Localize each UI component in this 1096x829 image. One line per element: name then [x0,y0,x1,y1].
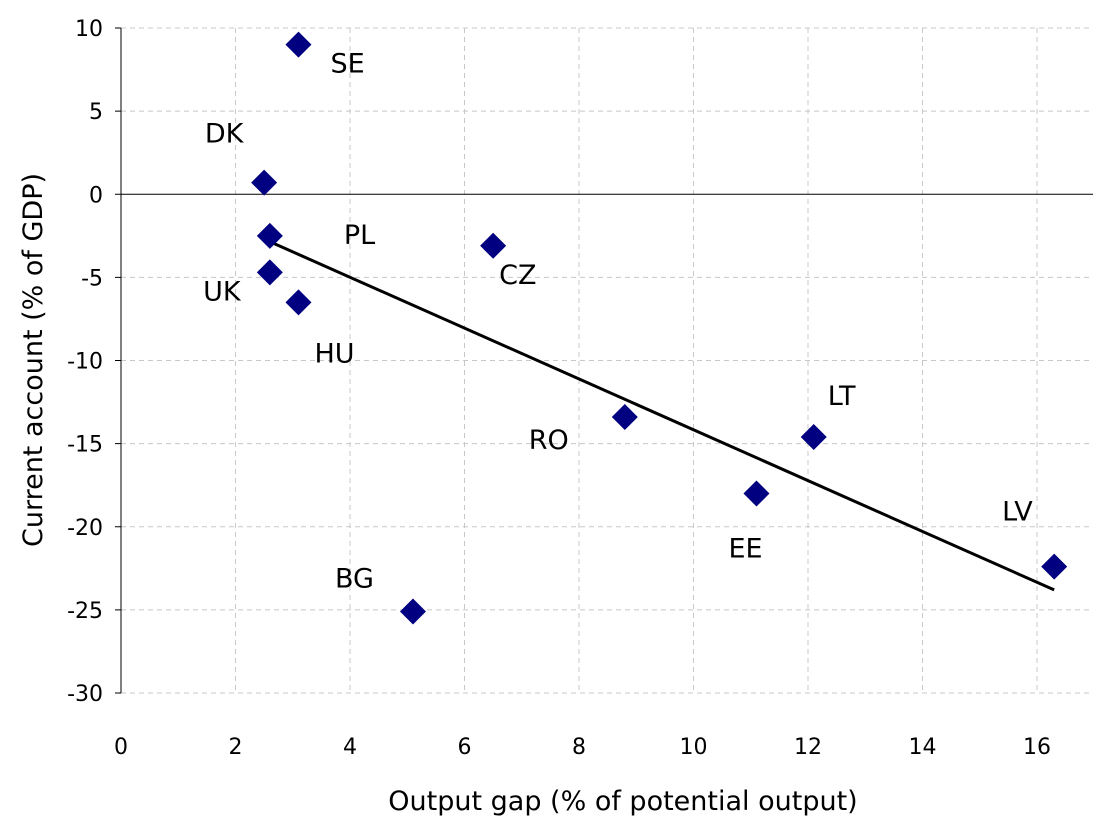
point-label-se: SE [330,49,364,80]
data-point-hu [285,289,312,316]
point-label-bg: BG [335,564,374,595]
grid [121,27,1093,694]
data-point-se [285,31,312,58]
point-label-pl: PL [344,220,375,251]
y-axis-title: Current account (% of GDP) [18,173,49,547]
axes [115,27,1093,694]
point-label-lv: LV [1002,497,1033,528]
x-tick-label: 10 [680,735,708,760]
x-tick-label: 0 [114,735,128,760]
data-point-dk [251,169,278,196]
trendline [263,237,1055,592]
y-tick-label: -20 [67,516,103,541]
x-tick-label: 14 [909,735,937,760]
y-tick-label: -15 [67,433,103,458]
data-point-ee [743,480,770,507]
trendline-group [263,237,1055,592]
data-point-lv [1041,553,1068,580]
point-label-cz: CZ [499,260,536,291]
y-tick-label: -10 [67,350,103,375]
tick-labels: 10 5 0 -5 -10 -15 -20 -25 -30 0 2 4 6 8 10 12 14 16 [67,17,1051,760]
y-tick-label: -5 [81,266,103,291]
x-tick-label: 2 [229,735,243,760]
point-label-uk: UK [203,276,242,307]
data-points [251,31,1068,625]
y-tick-label: 0 [89,183,103,208]
x-tick-label: 4 [343,735,357,760]
x-tick-label: 8 [572,735,586,760]
x-tick-label: 12 [794,735,822,760]
point-label-hu: HU [314,338,354,369]
x-tick-label: 6 [458,735,472,760]
x-tick-label: 16 [1023,735,1051,760]
y-tick-label: 5 [89,100,103,125]
data-point-lt [800,423,827,450]
data-point-uk [256,259,283,286]
y-tick-label: -25 [67,599,103,624]
data-point-bg [399,598,426,625]
y-tick-label: -30 [67,682,103,707]
x-axis-title: Output gap (% of potential output) [388,786,857,817]
point-label-dk: DK [205,119,245,150]
data-point-cz [480,232,507,259]
point-labels: SE DK PL UK HU CZ RO LT EE LV BG [203,49,1033,595]
point-label-ro: RO [529,425,569,456]
data-point-pl [256,222,283,249]
data-point-ro [611,404,638,431]
y-tick-label: 10 [75,17,103,42]
point-label-lt: LT [828,381,856,412]
point-label-ee: EE [728,534,762,565]
